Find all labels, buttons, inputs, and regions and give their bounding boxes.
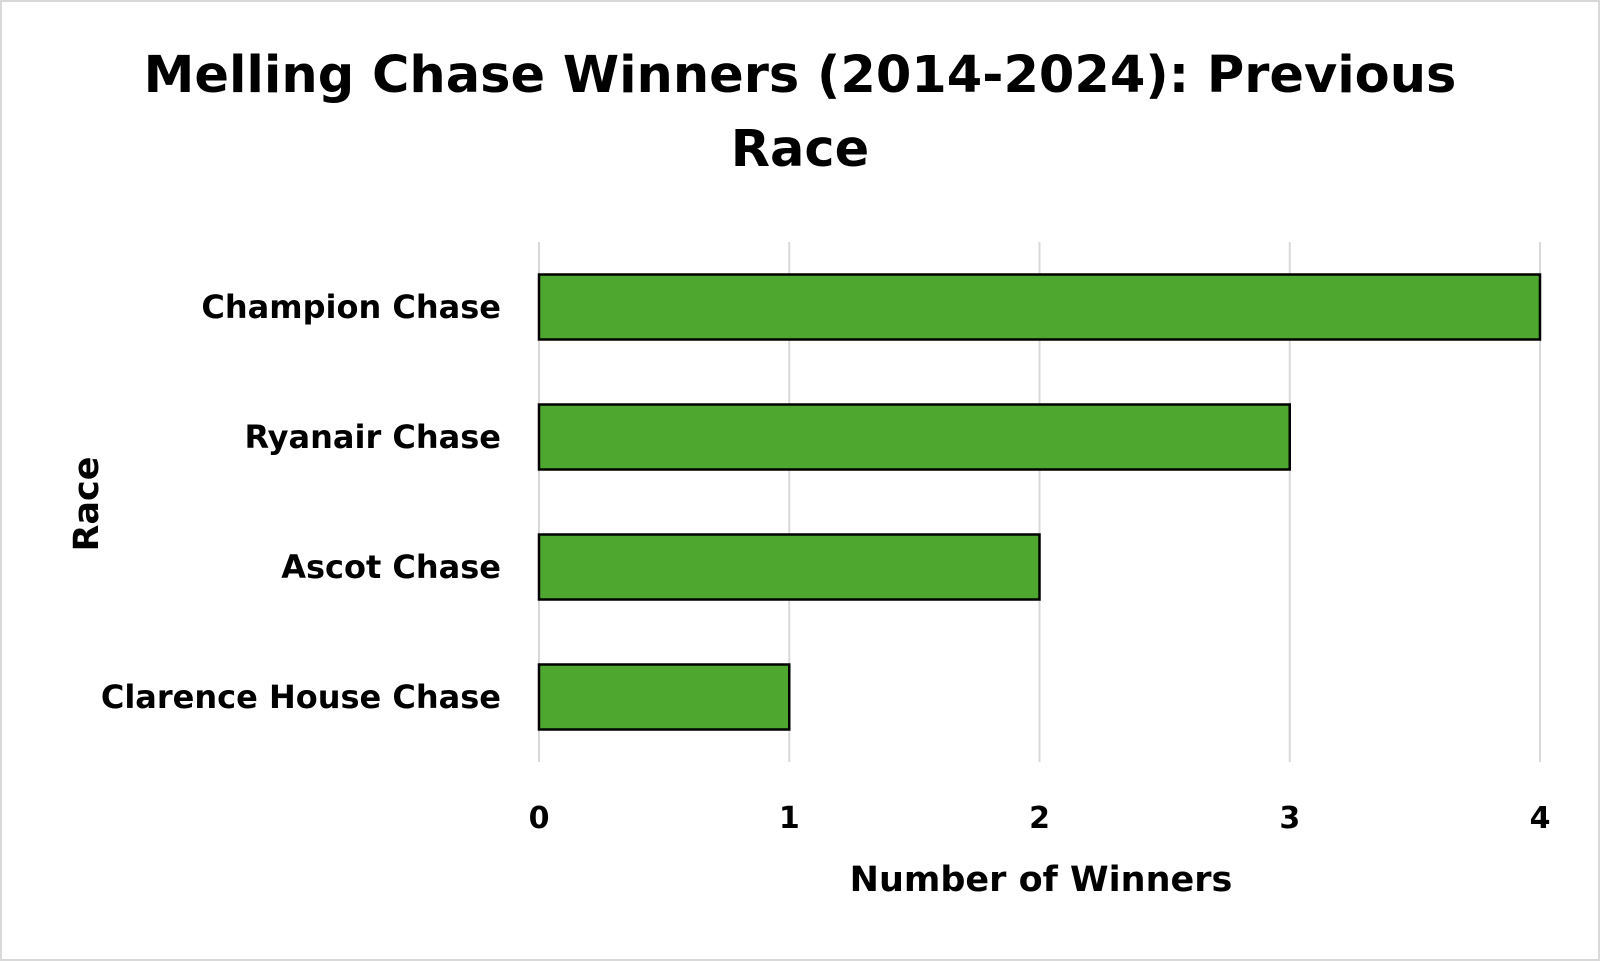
y-axis-title: Race [67, 456, 107, 551]
category-label: Clarence House Chase [101, 678, 501, 716]
bar-ryanair-chase [537, 403, 1291, 471]
category-labels: Champion Chase Ryanair Chase Ascot Chase Cl… [101, 288, 501, 716]
x-tick-labels: 0 1 2 3 4 [529, 801, 1551, 836]
x-tick-label: 3 [1279, 801, 1300, 836]
chart-title-line-1: Melling Chase Winners (2014-2024): Previ… [144, 46, 1457, 105]
x-tick-label: 2 [1029, 801, 1050, 836]
x-tick-label: 0 [529, 801, 550, 836]
x-tick-label: 4 [1530, 801, 1551, 836]
x-tick-label: 1 [779, 801, 800, 836]
bar-clarence-house-chase [537, 663, 791, 731]
category-label: Ryanair Chase [244, 418, 501, 456]
category-label: Ascot Chase [281, 548, 501, 586]
chart-title-line-2: Race [731, 120, 870, 179]
bar-ascot-chase [537, 533, 1041, 601]
bars [537, 273, 1542, 731]
x-axis-title: Number of Winners [850, 860, 1233, 900]
bar-champion-chase [537, 273, 1542, 341]
chart-title: Melling Chase Winners (2014-2024): Previ… [144, 46, 1457, 179]
category-label: Champion Chase [201, 288, 501, 326]
